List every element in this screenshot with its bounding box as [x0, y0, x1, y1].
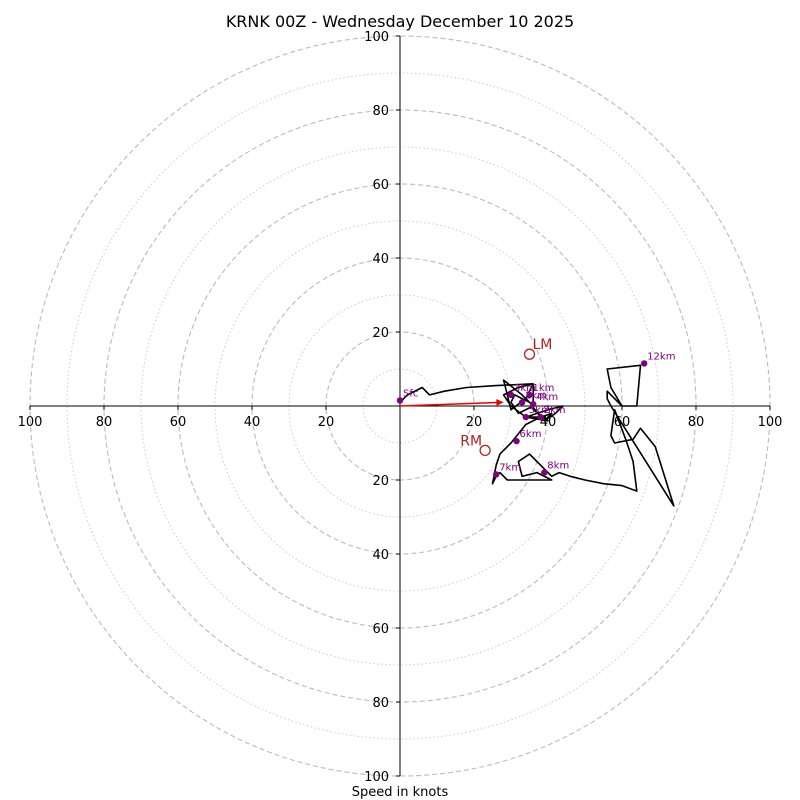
hodograph-line: [399, 364, 675, 507]
y-tick-label: 40: [372, 548, 389, 563]
height-marker-dot: [396, 397, 404, 404]
height-marker-dot: [518, 399, 526, 406]
x-tick-label: 40: [244, 415, 261, 430]
x-tick-label: 100: [758, 415, 783, 430]
height-marker-dot: [507, 391, 515, 399]
height-marker-label: 8km: [547, 461, 569, 472]
storm-motion-markers: LM RM: [460, 337, 553, 457]
x-tick-label: 40: [540, 415, 557, 430]
y-tick-label: 20: [372, 474, 389, 489]
x-axis-label: Speed in knots: [352, 785, 449, 800]
x-tick-label: 60: [170, 415, 187, 430]
storm-motion-label: RM: [460, 433, 482, 449]
height-marker-label: Sfc: [403, 388, 418, 399]
height-marker-label: 1km: [533, 383, 555, 394]
height-marker-dot: [530, 400, 537, 408]
height-marker-dot: [537, 413, 544, 421]
vector-arrowhead: [496, 399, 504, 407]
y-tick-label: 100: [364, 770, 389, 785]
height-marker-label: 2km: [525, 390, 547, 401]
height-marker-dot: [526, 391, 533, 399]
height-marker-dot: [493, 471, 500, 478]
y-tick-label: 80: [372, 104, 389, 119]
x-tick-label: 80: [96, 415, 113, 430]
storm-motion-label: LM: [533, 337, 553, 353]
height-marker-dot: [541, 469, 548, 476]
height-marker-label: 12km: [647, 351, 675, 362]
y-tick-label: 60: [372, 622, 389, 637]
chart-title: KRNK 00Z - Wednesday December 10 2025: [226, 12, 574, 31]
height-marker-dot: [513, 437, 520, 445]
x-tick-label: 80: [688, 415, 705, 430]
vector-shaft: [399, 401, 498, 407]
height-marker-label: 5km: [529, 405, 551, 416]
height-marker-dot: [641, 360, 648, 367]
height-marker-dot: [522, 413, 529, 421]
y-tick-label: 100: [364, 30, 389, 45]
mean-wind-vector: [399, 399, 504, 407]
x-tick-label: 20: [318, 415, 335, 430]
storm-motion-circle: [479, 444, 491, 457]
height-marker-label: 2km: [544, 405, 566, 416]
height-marker-label: 6km: [520, 429, 542, 440]
height-marker-label: 3km: [514, 383, 536, 394]
storm-motion-circle: [523, 348, 536, 360]
y-tick-label: 60: [372, 178, 389, 193]
y-tick-label: 80: [372, 696, 389, 711]
y-tick-label: 40: [372, 252, 389, 267]
height-marker-label: 7km: [499, 462, 521, 473]
y-tick-label: 20: [372, 326, 389, 341]
x-tick-label: 20: [466, 415, 483, 430]
height-marker-label: 4km: [536, 392, 558, 403]
hodograph-trace: [399, 364, 675, 507]
x-tick-label: 100: [18, 415, 43, 430]
